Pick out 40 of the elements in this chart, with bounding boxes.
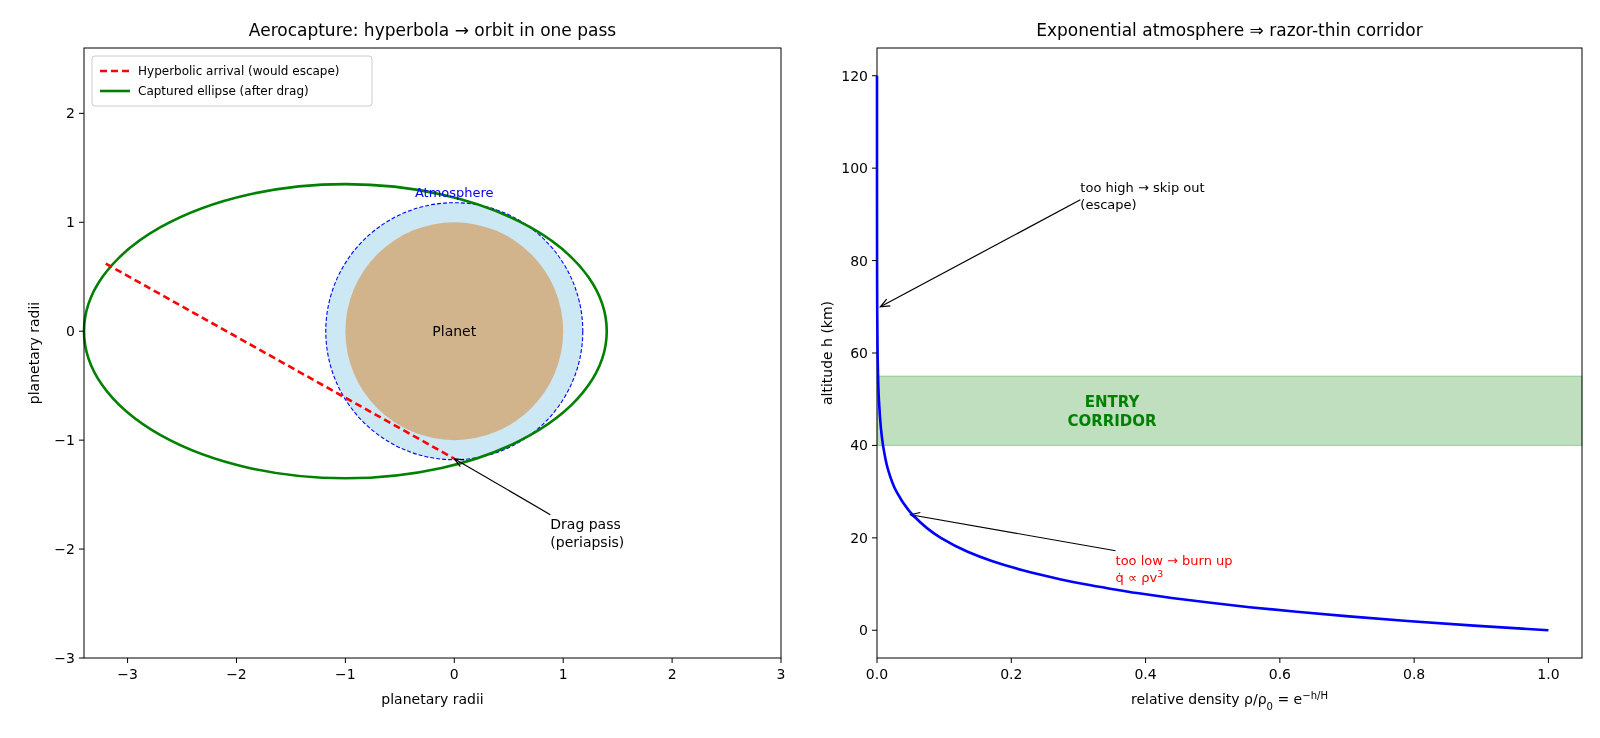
y-tick-label: 0: [859, 622, 868, 639]
band-label: ENTRY CORRIDOR: [1067, 392, 1158, 430]
annotation: Planet: [432, 323, 477, 340]
x-axis-title: planetary radii: [381, 691, 484, 707]
legend-label: Hyperbolic arrival (would escape): [138, 64, 340, 78]
y-tick-label: −3: [54, 650, 75, 666]
y-tick-label: 1: [66, 214, 75, 231]
x-tick-label: 0.6: [1268, 666, 1292, 682]
chart-title: Aerocapture: hyperbola → orbit in one pass: [248, 20, 617, 40]
y-tick-label: 40: [850, 437, 868, 454]
y-tick-label: 2: [66, 105, 75, 122]
x-tick-label: 1.0: [1537, 666, 1560, 682]
y-tick-label: 120: [841, 67, 868, 84]
y-tick-label: 80: [850, 252, 868, 269]
x-tick-label: 2: [667, 666, 677, 682]
x-tick-label: 0: [449, 666, 459, 682]
y-tick-label: 20: [850, 529, 868, 546]
y-tick-label: −2: [54, 541, 75, 558]
annotation: too high → skip out (escape): [1080, 179, 1205, 212]
y-tick-label: 0: [66, 323, 75, 340]
x-tick-label: −1: [335, 666, 356, 682]
x-tick-label: 3: [776, 666, 786, 682]
chart-title: Exponential atmosphere ⇒ razor-thin corridor: [1036, 20, 1423, 40]
annotation: Captured ellipse (after drag): [138, 84, 309, 98]
x-tick-label: 0.2: [1000, 666, 1023, 682]
x-tick-label: −3: [117, 666, 138, 682]
x-axis-title: relative density ρ/ρ$_{0}$ = e$^{−h/H}$: [1130, 689, 1329, 712]
x-tick-label: 0.0: [865, 666, 889, 682]
x-tick-label: 0.8: [1403, 666, 1426, 682]
y-tick-label: 60: [850, 345, 868, 361]
x-tick-label: 0.4: [1134, 666, 1157, 682]
y-tick-label: 100: [841, 160, 868, 177]
y-axis-title: planetary radii: [26, 301, 42, 405]
y-tick-label: −1: [54, 432, 75, 449]
annotation: Drag pass (periapsis): [550, 515, 625, 550]
annotation: too low → burn up q̇ ∝ ρv$^{3}$: [1115, 552, 1233, 585]
x-tick-label: −2: [226, 666, 247, 682]
line-series: [875, 74, 1550, 632]
y-axis-title: altitude h (km): [819, 300, 835, 406]
x-tick-label: 1: [558, 666, 568, 682]
